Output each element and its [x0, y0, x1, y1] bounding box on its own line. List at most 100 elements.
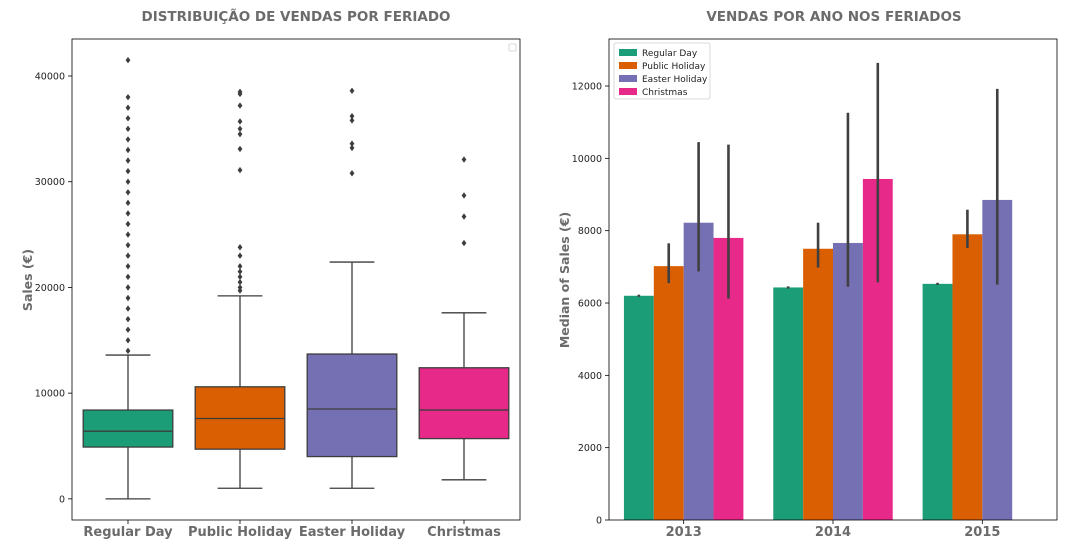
bar-xticks: 2013 2014 2015 — [666, 520, 1000, 540]
outlier-point — [237, 252, 243, 259]
boxplot-chart: DISTRIBUIÇÃO DE VENDAS POR FERIADO Sales… — [20, 8, 521, 540]
box-christmas — [418, 156, 510, 481]
ytick-label: 20000 — [35, 283, 65, 294]
bar-easter-holiday-2013 — [683, 222, 714, 520]
ytick-label: 4000 — [578, 371, 602, 382]
xtick-label: 2014 — [815, 525, 851, 540]
outlier-point — [125, 337, 131, 344]
outlier-point — [125, 284, 131, 291]
boxplot-boxes — [82, 56, 510, 500]
legend-label: Easter Holiday — [642, 75, 708, 85]
ytick-label: 12000 — [572, 82, 602, 93]
outlier-point — [125, 167, 131, 175]
legend-box — [613, 42, 711, 100]
boxplot-ylabel: Sales (€) — [20, 249, 35, 311]
box-public-holiday — [194, 88, 286, 489]
outlier-point — [237, 273, 243, 281]
xtick-label: Christmas — [427, 525, 501, 540]
outlier-point — [237, 88, 243, 96]
bar-easter-holiday-2014 — [833, 242, 863, 520]
xtick-label: 2013 — [666, 525, 702, 540]
box-iqr — [82, 409, 174, 448]
outlier-point — [125, 210, 131, 217]
outlier-point — [125, 231, 131, 238]
outlier-point — [349, 87, 355, 94]
bar-legend: Regular Day Public Holiday Easter Holiday C… — [613, 42, 711, 100]
outlier-point — [125, 157, 131, 164]
outlier-point — [237, 268, 243, 275]
ytick-label: 6000 — [578, 299, 602, 310]
ytick-label: 40000 — [35, 72, 65, 83]
xtick-label: 2015 — [964, 525, 1000, 540]
legend-swatch — [619, 88, 637, 95]
outlier-point — [349, 170, 355, 177]
outlier-point — [237, 118, 243, 125]
outlier-point — [237, 145, 243, 153]
bar-public-holiday-2015 — [952, 234, 983, 521]
boxplot-title: DISTRIBUIÇÃO DE VENDAS POR FERIADO — [141, 8, 450, 25]
outlier-point — [237, 278, 243, 286]
bar-public-holiday-2013 — [653, 266, 684, 520]
bar-chart: VENDAS POR ANO NOS FERIADOS Median of Sa… — [557, 9, 1058, 540]
outlier-point — [349, 140, 355, 147]
bar-regular-day-2014 — [773, 287, 804, 520]
box-iqr — [306, 353, 398, 458]
outlier-point — [237, 166, 243, 174]
outlier-point — [125, 273, 131, 281]
outlier-point — [125, 263, 131, 270]
bar-regular-day-2013 — [623, 295, 654, 520]
legend-label: Christmas — [642, 88, 688, 98]
outlier-point — [125, 93, 131, 101]
bar-title: VENDAS POR ANO NOS FERIADOS — [706, 9, 961, 25]
bar-ylabel: Median of Sales (€) — [557, 212, 572, 348]
ytick-label: 10000 — [35, 389, 65, 400]
outlier-point — [237, 125, 243, 133]
bar-regular-day-2015 — [922, 283, 953, 520]
boxplot-frame — [71, 38, 521, 521]
outlier-point — [237, 244, 243, 251]
outlier-point — [125, 146, 131, 154]
legend-swatch — [619, 62, 637, 69]
outlier-point — [125, 315, 131, 323]
outlier-point — [461, 156, 467, 163]
outlier-point — [461, 239, 467, 247]
outlier-point — [125, 347, 131, 355]
outlier-point — [125, 178, 131, 185]
outlier-point — [237, 130, 243, 138]
outlier-point — [349, 112, 355, 120]
box-easter-holiday — [306, 87, 398, 489]
legend-label: Regular Day — [642, 49, 698, 59]
outlier-point — [349, 144, 355, 152]
outlier-point — [125, 220, 131, 228]
ytick-label: 0 — [596, 516, 602, 527]
bar-frame — [608, 38, 1058, 521]
bar-yticks: 0 2000 4000 6000 8000 10000 12000 — [572, 82, 609, 527]
outlier-point — [125, 294, 131, 302]
legend-label: Public Holiday — [642, 62, 706, 72]
outlier-point — [461, 192, 467, 199]
outlier-point — [125, 125, 131, 133]
ytick-label: 10000 — [572, 154, 602, 165]
bar-public-holiday-2014 — [803, 248, 833, 520]
ytick-label: 0 — [59, 494, 65, 505]
boxplot-yticks: 0 10000 20000 30000 40000 — [35, 72, 72, 505]
outlier-point — [125, 199, 131, 207]
box-iqr — [418, 367, 510, 440]
box-regular-day — [82, 56, 174, 500]
boxplot-legend — [508, 43, 517, 52]
outlier-point — [125, 136, 131, 143]
legend-swatch — [619, 75, 637, 82]
outlier-point — [125, 326, 131, 333]
outlier-point — [125, 252, 131, 259]
outlier-point — [461, 213, 467, 220]
outlier-point — [237, 284, 243, 291]
outlier-point — [125, 305, 131, 312]
ytick-label: 30000 — [35, 177, 65, 188]
bar-bars — [623, 62, 1013, 521]
outlier-point — [237, 263, 243, 270]
outlier-point — [125, 241, 131, 249]
ytick-label: 8000 — [578, 226, 602, 237]
outlier-point — [125, 115, 131, 122]
xtick-label: Easter Holiday — [299, 525, 406, 540]
